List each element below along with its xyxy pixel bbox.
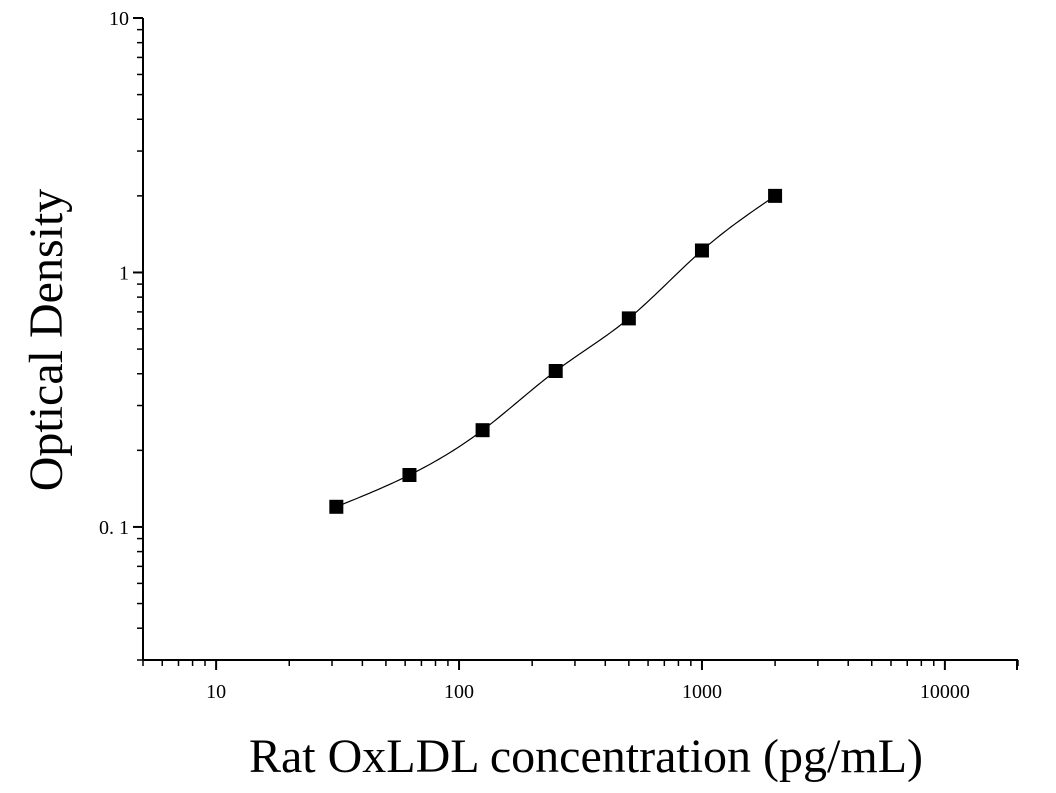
data-point [475,423,490,438]
data-point [621,311,636,326]
data-point [548,364,563,379]
y-tick-label: 10 [109,8,129,30]
data-point [694,243,709,258]
x-axis-title: Rat OxLDL concentration (pg/mL) [249,730,923,783]
y-axis-title: Optical Density [20,189,73,492]
axes [142,18,1018,670]
fit-curve-layer [336,195,776,508]
x-tick-label: 10 [206,681,226,703]
ticks: 10 100 1000 10000 0. 1 1 10 [99,8,1019,703]
x-tick-label: 1000 [682,681,722,703]
y-tick-label: 0. 1 [99,517,129,539]
data-points [329,188,783,514]
data-point [768,188,783,203]
x-tick-label: 100 [444,681,474,703]
data-point [329,499,344,514]
data-point [402,467,417,482]
x-tick-label: 10000 [920,681,970,703]
y-tick-label: 1 [119,262,129,284]
fit-curve [336,195,776,508]
